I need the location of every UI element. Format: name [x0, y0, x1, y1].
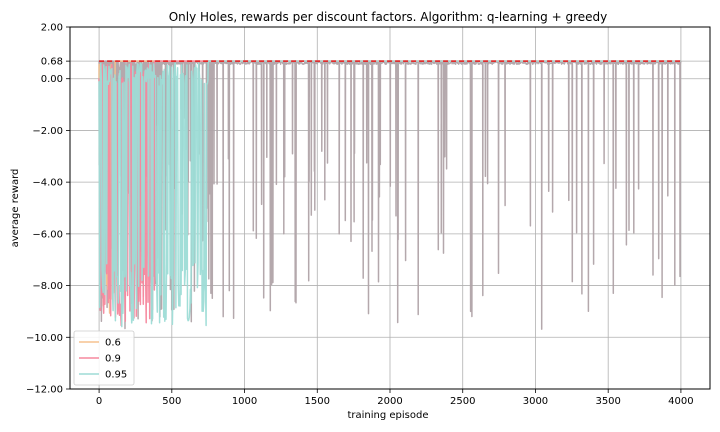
legend-box: [73, 330, 135, 386]
y-tick-label: −4.00: [32, 178, 63, 189]
y-tick-label: −2.00: [32, 126, 63, 137]
legend-entry: 0.9: [105, 354, 121, 365]
y-tick-label: 2.00: [41, 23, 63, 34]
series-line: [98, 60, 681, 328]
series-layer: [98, 60, 682, 330]
y-tick-label: 0.68: [41, 57, 63, 68]
y-axis: 2.00 0.68 0.00 −2.00 −4.00 −6.00 −8.00 −10.00 −1…: [26, 23, 70, 396]
x-tick-label: 2000: [377, 396, 402, 407]
y-tick-label: −6.00: [32, 229, 63, 240]
x-tick-label: 3000: [523, 396, 548, 407]
legend-entry: 0.6: [105, 338, 121, 349]
y-tick-label: 0.00: [41, 74, 63, 85]
y-tick-label: −12.00: [26, 385, 63, 396]
x-tick-label: 0: [96, 396, 102, 407]
x-tick-label: 3500: [595, 396, 620, 407]
x-axis-label: training episode: [347, 410, 428, 421]
x-tick-label: 1000: [232, 396, 257, 407]
x-axis: 0 500 1000 1500 2000 2500 3000 3500 4000: [96, 389, 694, 407]
legend: 0.6 0.9 0.95: [73, 330, 135, 386]
x-tick-label: 4000: [668, 396, 693, 407]
x-tick-label: 500: [162, 396, 181, 407]
legend-entry: 0.95: [105, 370, 127, 381]
y-tick-label: −10.00: [26, 333, 63, 344]
x-tick-label: 2500: [450, 396, 475, 407]
x-tick-label: 1500: [305, 396, 330, 407]
y-axis-label: average reward: [10, 169, 21, 248]
chart-title: Only Holes, rewards per discount factors…: [169, 10, 608, 24]
y-tick-label: −8.00: [32, 281, 63, 292]
